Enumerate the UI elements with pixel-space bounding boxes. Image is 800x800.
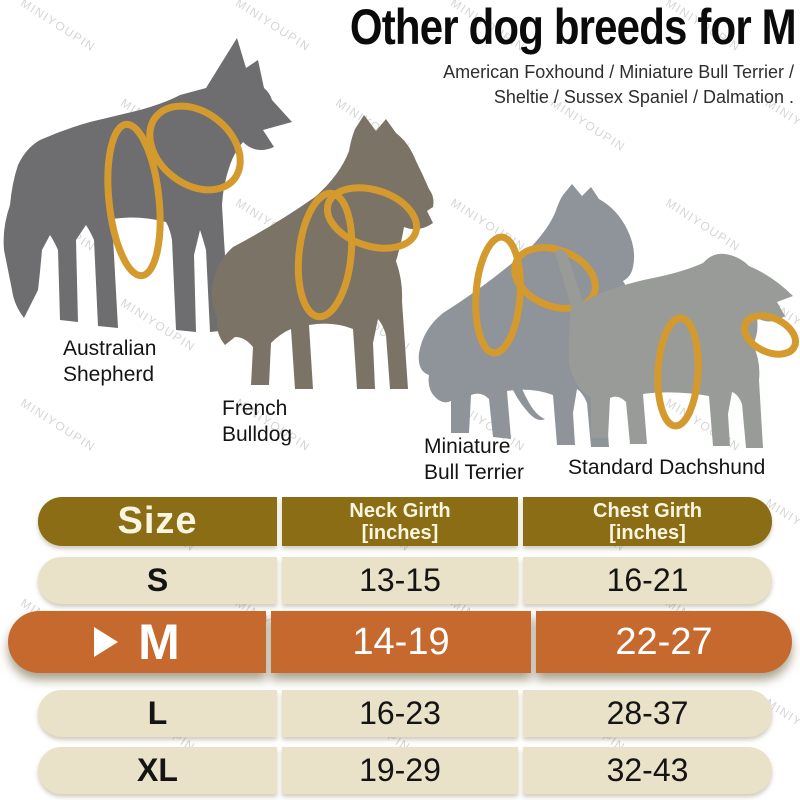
size-row-l: L 16-23 28-37 xyxy=(38,690,772,737)
header-chest-girth-cell: Chest Girth [inches] xyxy=(523,497,772,546)
watermark-text: MINIYOUPIN xyxy=(18,395,99,455)
chest-cell: 16-21 xyxy=(523,557,772,604)
neck-value: 14-19 xyxy=(352,620,450,663)
size-row-xl: XL 19-29 32-43 xyxy=(38,747,772,794)
label-french-bulldog: French Bulldog xyxy=(222,396,292,448)
neck-girth-ring xyxy=(146,102,244,194)
header-neck-units: [inches] xyxy=(361,521,439,544)
label-line: Shepherd xyxy=(63,363,155,386)
label-line: French xyxy=(222,397,288,420)
neck-cell: 13-15 xyxy=(282,557,518,604)
french-bulldog-silhouette xyxy=(211,115,434,389)
page-title: Other dog breeds for M xyxy=(350,0,797,55)
chest-girth-ring xyxy=(654,314,702,430)
size-value: M xyxy=(94,613,180,671)
chest-girth-ring xyxy=(294,189,356,321)
chest-value: 22-27 xyxy=(615,620,713,663)
size-cell: XL xyxy=(38,747,277,794)
australian-shepherd-silhouette xyxy=(3,38,292,332)
dog-body xyxy=(3,38,292,332)
label-line: Bulldog xyxy=(222,423,293,446)
neck-value: 19-29 xyxy=(359,752,441,788)
header-neck-line: Neck Girth xyxy=(349,499,451,522)
label-australian-shepherd: Australian Shepherd xyxy=(63,336,156,388)
dog-body xyxy=(211,115,434,389)
label-line: Australian xyxy=(63,337,157,360)
chest-value: 28-37 xyxy=(606,695,689,731)
chest-value: 16-21 xyxy=(606,562,689,598)
header-neck-girth-cell: Neck Girth [inches] xyxy=(282,497,518,546)
subtitle-line-1: American Foxhound / Miniature Bull Terri… xyxy=(443,62,794,82)
size-value: L xyxy=(147,695,168,731)
size-cell: L xyxy=(38,690,277,737)
standard-dachshund-silhouette xyxy=(555,249,800,448)
dog-body xyxy=(555,249,793,448)
neck-value: 13-15 xyxy=(359,562,441,598)
neck-cell: 19-29 xyxy=(282,747,518,794)
chest-cell: 32-43 xyxy=(523,747,772,794)
dog-tail xyxy=(503,361,545,420)
neck-girth-ring xyxy=(323,184,421,252)
label-line: Miniature xyxy=(424,435,511,458)
size-letter: M xyxy=(138,614,180,670)
size-cell: M xyxy=(8,611,266,673)
size-cell: S xyxy=(38,557,277,604)
breed-list-subtitle: American Foxhound / Miniature Bull Terri… xyxy=(443,60,794,110)
chest-cell: 28-37 xyxy=(523,690,772,737)
label-miniature-bull-terrier: Miniature Bull Terrier xyxy=(424,434,524,486)
header-chest-line: Chest Girth xyxy=(593,499,702,522)
header-size-label: Size xyxy=(117,500,198,542)
header-chest-units: [inches] xyxy=(609,521,686,544)
neck-cell: 14-19 xyxy=(271,611,531,673)
label-line: Standard Dachshund xyxy=(568,456,766,479)
size-value: XL xyxy=(137,752,178,788)
chest-cell: 22-27 xyxy=(536,611,792,673)
size-chart-header-row: Size Neck Girth [inches] Chest Girth [in… xyxy=(38,497,772,546)
size-value: S xyxy=(146,562,169,598)
chest-girth-ring xyxy=(472,233,524,357)
neck-girth-ring xyxy=(740,312,800,358)
header-size-cell: Size xyxy=(38,497,277,546)
size-row-s: S 13-15 16-21 xyxy=(38,557,772,604)
neck-value: 16-23 xyxy=(359,695,441,731)
chest-value: 32-43 xyxy=(606,752,689,788)
chest-girth-ring xyxy=(104,120,164,280)
label-standard-dachshund: Standard Dachshund xyxy=(568,455,765,481)
subtitle-line-2: Sheltie / Sussex Spaniel / Dalmation . xyxy=(493,87,794,107)
selected-size-arrow-icon xyxy=(94,627,119,657)
neck-cell: 16-23 xyxy=(282,690,518,737)
size-row-m-highlighted: M 14-19 22-27 xyxy=(8,611,792,673)
label-line: Bull Terrier xyxy=(424,461,524,484)
